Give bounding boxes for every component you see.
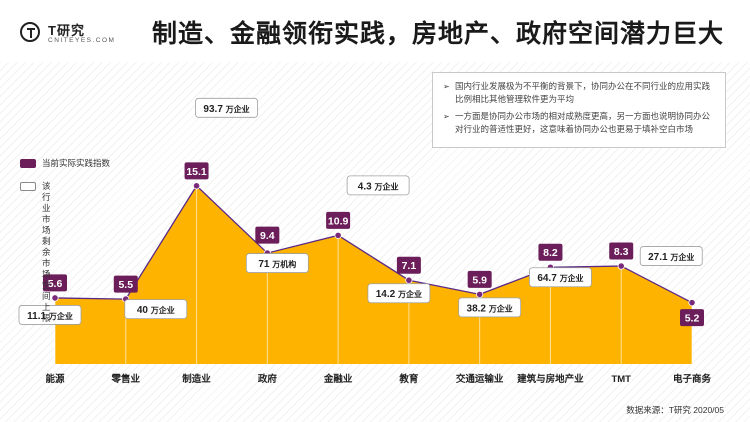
data-label: 5.9 xyxy=(472,274,487,286)
value-badge xyxy=(538,243,563,261)
data-point xyxy=(476,290,484,298)
series-line xyxy=(54,184,693,304)
x-tick-label: 教育 xyxy=(398,373,419,385)
data-label: 7.1 xyxy=(402,260,417,272)
market-space-box xyxy=(124,299,188,320)
legend-swatch-outline xyxy=(20,182,36,191)
market-space-label: 71 万机构 xyxy=(258,259,296,270)
x-tick-label: 制造业 xyxy=(182,373,211,385)
value-badge xyxy=(184,162,209,180)
market-space-box xyxy=(346,175,410,196)
legend-label: 当前实际实践指数 xyxy=(42,158,111,168)
market-space-label: 27.1 万企业 xyxy=(648,252,694,263)
market-space-box xyxy=(18,305,82,325)
x-tick-label: 交通运输业 xyxy=(456,373,504,385)
logo-name: T研究 xyxy=(48,23,85,38)
notes-box: ➢ 国内行业发展极为不平衡的背景下，协同办公在不同行业的应用实践比例相比其他管理… xyxy=(432,72,726,148)
data-point xyxy=(192,182,201,190)
logo-icon xyxy=(20,22,40,42)
page-title: 制造、金融领衔实践，房地产、政府空间潜力巨大 xyxy=(151,20,724,48)
market-space-box xyxy=(458,297,522,318)
data-label: 10.9 xyxy=(328,215,349,227)
x-tick-label: 电子商务 xyxy=(673,373,712,385)
data-label: 9.4 xyxy=(260,230,275,242)
legend-swatch-filled xyxy=(20,159,36,168)
bullet-arrow-icon: ➢ xyxy=(443,82,450,91)
data-point xyxy=(617,262,625,270)
series-area xyxy=(55,185,692,364)
market-space-label: 40 万企业 xyxy=(137,305,175,316)
value-badge xyxy=(326,211,351,229)
market-space-label: 14.2 万企业 xyxy=(376,289,422,300)
data-point xyxy=(688,299,696,307)
market-space-label: 93.7 万企业 xyxy=(203,104,249,115)
market-space-label: 4.3 万企业 xyxy=(358,181,399,192)
source-note: 数据来源：T研究 2020/05 xyxy=(626,405,724,415)
logo: T研究 CNITEYES.COM xyxy=(20,20,140,52)
bullet-arrow-icon: ➢ xyxy=(443,112,450,121)
legend-label: 该行业市场 剩余市场空间上限 xyxy=(42,181,51,323)
market-space-box xyxy=(245,253,309,273)
data-label: 5.6 xyxy=(48,278,63,290)
data-label: 15.1 xyxy=(186,166,207,178)
market-space-box xyxy=(195,97,258,118)
note-item: ➢ 国内行业发展极为不平衡的背景下，协同办公在不同行业的应用实践比例相比其他管理… xyxy=(443,80,715,106)
header: T研究 CNITEYES.COM 制造、金融领衔实践，房地产、政府空间潜力巨大 xyxy=(0,0,750,62)
market-space-box xyxy=(529,267,592,288)
market-space-box xyxy=(367,283,431,304)
data-point xyxy=(51,294,59,302)
data-point xyxy=(405,276,413,284)
x-tick-label: 零售业 xyxy=(111,373,141,385)
value-badge xyxy=(680,309,704,327)
note-text: 一方面是协同办公市场的相对成熟度更高，另一方面也说明协同办公对行业的普适性更好，… xyxy=(455,111,711,134)
x-tick-label: 金融业 xyxy=(323,373,353,385)
x-tick-label: 建筑与房地产业 xyxy=(516,373,584,385)
value-badge xyxy=(113,275,138,293)
logo-subtitle: CNITEYES.COM xyxy=(48,37,116,44)
x-tick-label: 政府 xyxy=(258,373,278,385)
market-space-label: 11.1 万企业 xyxy=(27,311,73,322)
data-point xyxy=(334,231,342,239)
data-label: 5.2 xyxy=(685,313,700,325)
data-label: 8.3 xyxy=(614,246,629,258)
note-item: ➢ 一方面是协同办公市场的相对成熟度更高，另一方面也说明协同办公对行业的普适性更… xyxy=(443,110,715,136)
value-badge xyxy=(396,256,421,274)
market-space-label: 38.2 万企业 xyxy=(467,303,513,314)
x-tick-label: 能源 xyxy=(45,373,65,385)
value-badge xyxy=(43,274,67,292)
value-badge xyxy=(467,270,492,288)
data-label: 5.5 xyxy=(118,279,133,291)
market-space-box xyxy=(639,246,703,266)
value-badge xyxy=(609,242,634,260)
data-label: 8.2 xyxy=(543,247,558,259)
note-text: 国内行业发展极为不平衡的背景下，协同办公在不同行业的应用实践比例相比其他管理软件… xyxy=(455,81,711,104)
x-tick-label: TMT xyxy=(611,374,631,385)
market-space-label: 64.7 万企业 xyxy=(537,273,583,284)
value-badge xyxy=(255,226,280,244)
